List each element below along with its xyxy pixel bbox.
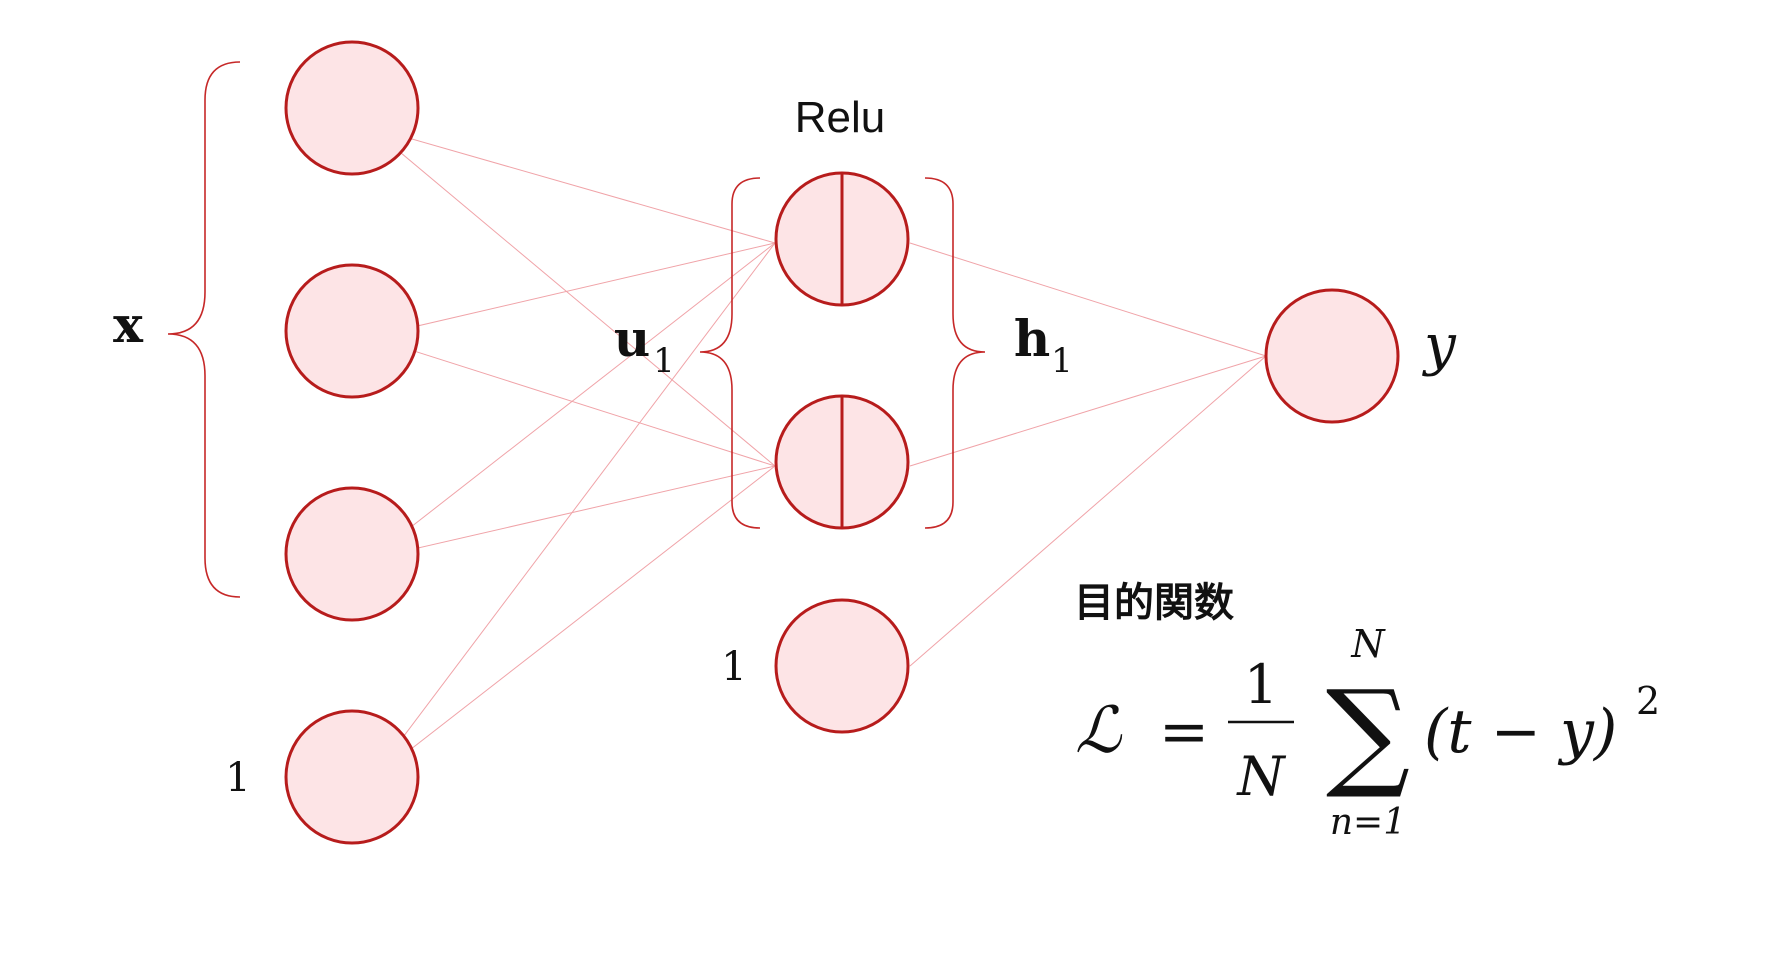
input-bias-neuron (284, 709, 420, 845)
loss-symbol: ℒ (1075, 694, 1123, 768)
hidden-bias-label: 1 (721, 644, 746, 690)
input-neuron (284, 40, 420, 176)
sum-upper-limit: N (1350, 622, 1386, 666)
input-bias-label: 1 (225, 755, 250, 801)
hidden-vector-subscript: 1 (1051, 341, 1073, 381)
edge (909, 355, 1267, 467)
input-neuron (284, 263, 420, 399)
hidden-bias-neuron (774, 598, 910, 734)
edge (369, 242, 776, 782)
edge (909, 242, 1267, 357)
fraction-denominator: N (1235, 745, 1286, 808)
sum-lower-limit: n=1 (1330, 802, 1406, 843)
squared-error-term: (t − y) (1424, 697, 1617, 767)
edge (909, 355, 1267, 667)
output-label: y (1421, 313, 1457, 378)
edge (369, 126, 776, 467)
objective-function: 目的関数 ℒ = 1 N N ∑ n=1 (t − y) 2 (1074, 581, 1660, 843)
input-vector-brace (167, 61, 241, 598)
exponent: 2 (1636, 679, 1660, 723)
pre-activation-symbol: u (614, 309, 650, 368)
input-vector-label: x (113, 295, 144, 354)
fraction-numerator: 1 (1244, 653, 1278, 716)
edge (369, 242, 776, 560)
edge (369, 126, 776, 244)
pre-activation-label: u 1 (614, 309, 675, 381)
equals-sign: = (1159, 697, 1209, 767)
hidden-vector-symbol: h (1014, 309, 1050, 368)
input-to-hidden-edges (369, 126, 776, 782)
objective-heading: 目的関数 (1074, 581, 1234, 625)
input-layer (284, 40, 420, 845)
output-neuron (1264, 288, 1400, 424)
hidden-to-output-edges (909, 242, 1267, 667)
edge (369, 242, 776, 338)
sum-symbol: ∑ (1326, 664, 1410, 802)
hidden-layer (774, 171, 910, 734)
hidden-vector-brace (924, 177, 986, 529)
edge (369, 465, 776, 782)
pre-activation-brace (699, 177, 761, 529)
input-neuron (284, 486, 420, 622)
hidden-vector-label: h 1 (1014, 309, 1073, 381)
activation-label: Relu (795, 93, 886, 142)
pre-activation-subscript: 1 (653, 341, 675, 381)
